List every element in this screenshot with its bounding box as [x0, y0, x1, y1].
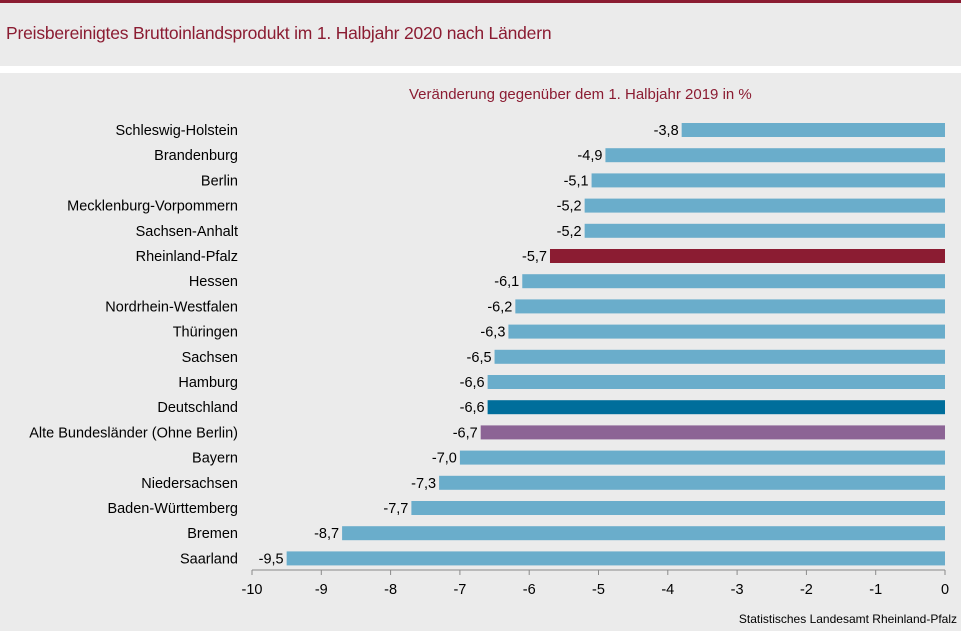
- value-label: -6,6: [460, 375, 485, 391]
- category-label: Niedersachsen: [141, 476, 238, 492]
- category-label: Alte Bundesländer (Ohne Berlin): [29, 425, 238, 441]
- category-label: Brandenburg: [154, 148, 238, 164]
- category-label: Hamburg: [178, 375, 238, 391]
- title-divider: [0, 66, 961, 73]
- bar: [515, 299, 945, 314]
- chart-title: Veränderung gegenüber dem 1. Halbjahr 20…: [409, 86, 752, 103]
- x-tick-label: -9: [315, 582, 328, 598]
- category-label: Nordrhein-Westfalen: [105, 299, 238, 315]
- bar: [591, 173, 945, 188]
- value-label: -7,7: [383, 501, 408, 517]
- category-label: Mecklenburg-Vorpommern: [67, 199, 238, 215]
- category-label: Rheinland-Pfalz: [136, 249, 238, 265]
- x-tick-label: -2: [800, 582, 813, 598]
- x-tick-label: -8: [384, 582, 397, 598]
- x-tick-label: -5: [592, 582, 605, 598]
- x-tick-label: 0: [941, 582, 949, 598]
- category-label: Sachsen-Anhalt: [136, 224, 238, 240]
- category-label: Deutschland: [157, 400, 238, 416]
- value-label: -6,6: [460, 400, 485, 416]
- value-label: -7,0: [432, 451, 457, 467]
- bar: [494, 349, 945, 364]
- top-accent-rule: [0, 0, 961, 3]
- bar: [522, 274, 945, 289]
- bar: [487, 375, 945, 389]
- value-label: -5,7: [522, 249, 547, 265]
- bar: [584, 223, 945, 238]
- x-tick-label: -3: [731, 582, 744, 598]
- x-tick-label: -7: [453, 582, 466, 598]
- category-label: Thüringen: [173, 325, 238, 341]
- category-label: Sachsen: [182, 350, 238, 366]
- bar: [439, 475, 945, 490]
- value-label: -8,7: [314, 526, 339, 542]
- value-label: -4,9: [577, 148, 602, 164]
- x-tick-label: -10: [242, 582, 263, 598]
- bar: [584, 198, 945, 213]
- x-tick-label: -4: [661, 582, 674, 598]
- category-label: Saarland: [180, 551, 238, 567]
- value-label: -6,5: [467, 350, 492, 366]
- source-note: Statistisches Landesamt Rheinland-Pfalz: [738, 612, 957, 626]
- value-label: -6,7: [453, 425, 478, 441]
- bar: [459, 450, 945, 465]
- value-label: -6,3: [480, 325, 505, 341]
- category-label: Baden-Württemberg: [107, 501, 238, 517]
- bar: [286, 551, 945, 566]
- category-label: Berlin: [201, 173, 238, 189]
- category-label: Schleswig-Holstein: [116, 123, 239, 139]
- bar: [342, 526, 946, 541]
- category-label: Hessen: [189, 274, 238, 290]
- bar: [549, 249, 945, 263]
- bar: [681, 123, 945, 137]
- bar: [508, 324, 945, 339]
- value-label: -6,2: [487, 299, 512, 315]
- value-label: -5,2: [557, 199, 582, 215]
- value-label: -3,8: [654, 123, 679, 139]
- bar: [487, 400, 945, 415]
- bar: [480, 425, 945, 440]
- category-label: Bayern: [192, 451, 238, 467]
- x-tick-label: -6: [523, 582, 536, 598]
- value-label: -9,5: [259, 551, 284, 567]
- page-title: Preisbereinigtes Bruttoinlandsprodukt im…: [6, 23, 552, 43]
- bar: [411, 501, 945, 515]
- value-label: -5,1: [564, 173, 589, 189]
- category-label: Bremen: [187, 526, 238, 542]
- value-label: -6,1: [494, 274, 519, 290]
- bar: [605, 148, 945, 163]
- value-label: -7,3: [411, 476, 436, 492]
- value-label: -5,2: [557, 224, 582, 240]
- x-tick-label: -1: [869, 582, 882, 598]
